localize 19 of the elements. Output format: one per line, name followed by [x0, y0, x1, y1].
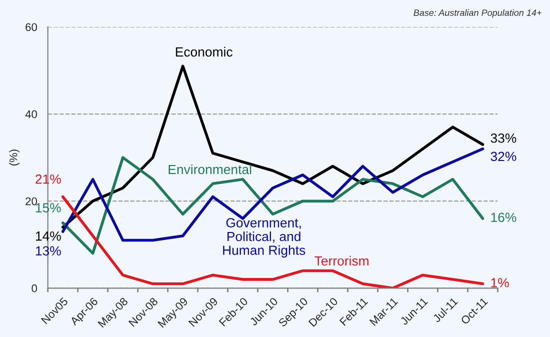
- y-tick-label: 40: [25, 110, 37, 118]
- series-label: Government, Political, and Human Rights: [223, 218, 306, 258]
- data-label: 1%: [491, 278, 509, 288]
- y-tick-label: 20: [26, 197, 37, 206]
- series-label: Environmental: [168, 164, 252, 174]
- data-label: 13%: [36, 246, 61, 256]
- series-label: Economic: [176, 46, 232, 57]
- y-tick-label: 60: [26, 23, 37, 32]
- y-tick-label: 0: [32, 284, 37, 292]
- data-label: 14%: [36, 231, 61, 241]
- data-label: 32%: [490, 152, 516, 162]
- series-label: Terrorism: [314, 256, 368, 266]
- line-series: [61, 195, 484, 288]
- data-label: 33%: [490, 133, 516, 143]
- text: Base: Australian Population 14+: [414, 9, 542, 18]
- line-series: [61, 147, 484, 242]
- data-label: 16%: [491, 212, 516, 222]
- line-series: [61, 64, 484, 229]
- y-axis-title: (%): [9, 150, 20, 166]
